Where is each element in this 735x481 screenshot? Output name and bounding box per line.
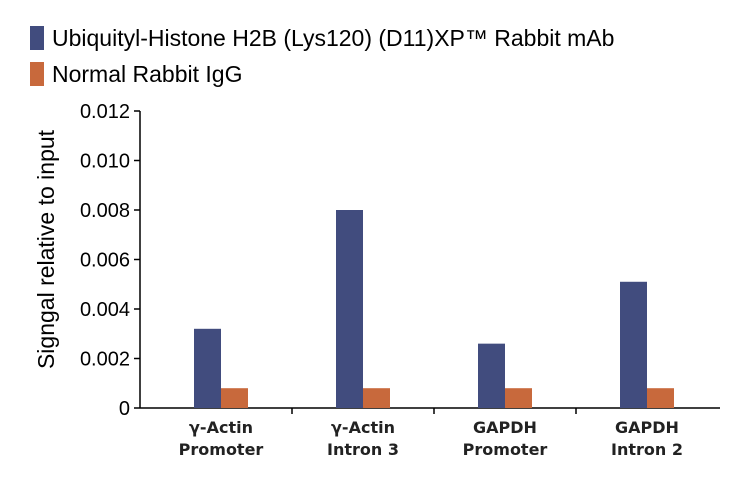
x-category-label: GAPDH bbox=[615, 418, 679, 437]
legend-swatch-ubiquityl-mab bbox=[30, 26, 44, 50]
y-tick-label: 0.008 bbox=[80, 200, 130, 222]
bar-ubiquityl-mab-0 bbox=[194, 328, 221, 408]
legend-item-ubiquityl-mab: Ubiquityl-Histone H2B (Lys120) (D11)XP™ … bbox=[30, 22, 614, 54]
chart-bars bbox=[194, 210, 674, 408]
chart-labels: 0 0.002 0.004 0.006 0.008 0.010 0.012 Signgal r… bbox=[33, 101, 683, 459]
legend-label-rabbit-igg: Normal Rabbit IgG bbox=[52, 60, 243, 87]
x-category-label: Promoter bbox=[463, 440, 548, 459]
bar-ubiquityl-mab-3 bbox=[620, 281, 647, 408]
legend-swatch-rabbit-igg bbox=[30, 62, 44, 86]
bar-rabbit-igg-1 bbox=[363, 388, 390, 408]
x-category-label: Promoter bbox=[179, 440, 264, 459]
bar-ubiquityl-mab-2 bbox=[478, 343, 505, 408]
x-category-label: GAPDH bbox=[473, 418, 537, 437]
x-category-label: Intron 2 bbox=[611, 440, 683, 459]
y-tick-label: 0.004 bbox=[80, 299, 130, 321]
y-tick-label: 0.012 bbox=[80, 101, 130, 123]
y-tick-label: 0 bbox=[119, 398, 130, 420]
y-tick-label: 0.006 bbox=[80, 250, 130, 272]
bar-rabbit-igg-3 bbox=[647, 388, 674, 408]
y-axis-label: Signgal relative to input bbox=[33, 129, 59, 369]
bar-ubiquityl-mab-1 bbox=[336, 210, 363, 408]
x-category-label: γ-Actin bbox=[189, 418, 253, 437]
legend-label-ubiquityl-mab: Ubiquityl-Histone H2B (Lys120) (D11)XP™ … bbox=[52, 24, 615, 51]
y-tick-label: 0.002 bbox=[80, 349, 130, 371]
bar-rabbit-igg-2 bbox=[505, 388, 532, 408]
legend-item-rabbit-igg: Normal Rabbit IgG bbox=[30, 58, 614, 90]
bar-rabbit-igg-0 bbox=[221, 388, 248, 408]
y-tick-label: 0.010 bbox=[80, 151, 130, 173]
legend: Ubiquityl-Histone H2B (Lys120) (D11)XP™ … bbox=[30, 22, 614, 94]
x-category-label: Intron 3 bbox=[327, 440, 399, 459]
x-category-label: γ-Actin bbox=[331, 418, 395, 437]
